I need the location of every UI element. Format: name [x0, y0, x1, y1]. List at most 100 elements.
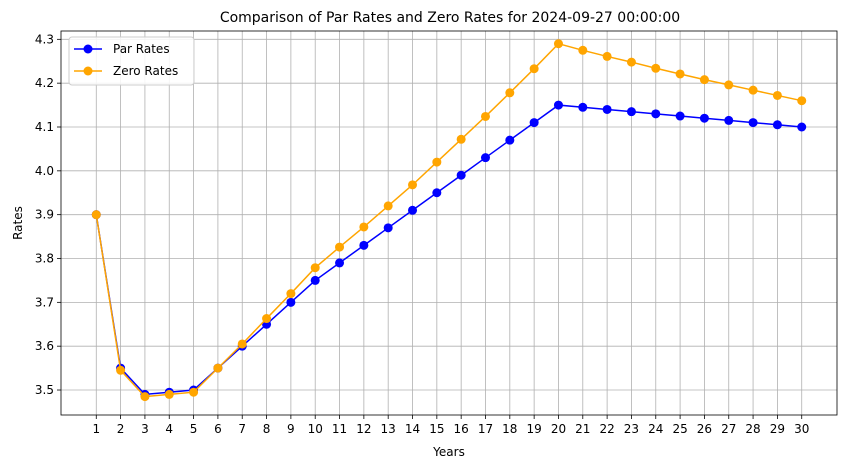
data-point	[505, 135, 515, 145]
legend-marker	[83, 66, 93, 76]
x-tick-label: 8	[263, 422, 271, 436]
data-point	[699, 75, 709, 85]
x-tick-label: 10	[308, 422, 323, 436]
legend-item: Zero Rates	[74, 64, 178, 78]
data-point	[602, 104, 612, 114]
data-point	[772, 120, 782, 130]
y-tick-label: 3.6	[35, 339, 54, 353]
y-tick-label: 3.8	[35, 252, 54, 266]
data-point	[408, 180, 418, 190]
data-point	[383, 201, 393, 211]
x-tick-label: 22	[599, 422, 614, 436]
data-point	[164, 389, 174, 399]
data-point	[480, 111, 490, 121]
data-point	[626, 57, 636, 67]
x-tick-label: 7	[238, 422, 246, 436]
y-tick-label: 4.0	[35, 164, 54, 178]
data-point	[310, 275, 320, 285]
data-point	[480, 153, 490, 163]
data-point	[383, 223, 393, 233]
x-axis-label: Years	[432, 445, 465, 459]
data-point	[626, 107, 636, 117]
data-point	[578, 102, 588, 112]
x-tick-label: 18	[502, 422, 517, 436]
y-tick-label: 3.9	[35, 208, 54, 222]
data-point	[724, 80, 734, 90]
x-tick-label: 25	[672, 422, 687, 436]
x-tick-label: 1	[92, 422, 100, 436]
data-point	[456, 134, 466, 144]
data-point	[286, 297, 296, 307]
data-point	[432, 157, 442, 167]
data-point	[675, 69, 685, 79]
data-point	[286, 289, 296, 299]
data-point	[748, 85, 758, 95]
data-point	[237, 339, 247, 349]
data-point	[797, 96, 807, 106]
legend-marker	[83, 44, 93, 54]
x-tick-label: 27	[721, 422, 736, 436]
data-point	[772, 90, 782, 100]
series-par-rates	[91, 100, 807, 399]
x-tick-label: 11	[332, 422, 347, 436]
x-tick-label: 28	[745, 422, 760, 436]
data-point	[578, 45, 588, 55]
data-point	[553, 100, 563, 110]
data-point	[189, 387, 199, 397]
x-tick-label: 14	[405, 422, 420, 436]
data-point	[651, 63, 661, 73]
data-point	[456, 170, 466, 180]
x-tick-label: 13	[381, 422, 396, 436]
x-tick-label: 5	[190, 422, 198, 436]
data-point	[699, 113, 709, 123]
x-tick-label: 16	[454, 422, 469, 436]
legend-label: Zero Rates	[113, 64, 178, 78]
data-point	[335, 258, 345, 268]
data-point	[432, 188, 442, 198]
data-point	[116, 365, 126, 375]
data-point	[262, 314, 272, 324]
data-point	[675, 111, 685, 121]
legend-item: Par Rates	[74, 42, 170, 56]
data-point	[553, 39, 563, 49]
data-point	[797, 122, 807, 132]
data-point	[748, 118, 758, 128]
x-tick-label: 20	[551, 422, 566, 436]
x-axis-ticks: 1 2 3 4 5 6 7 8 9 10 11 12 13 14 15 16 17 18 19 20 21 22 23 24 2…	[92, 415, 809, 436]
series-line	[95, 104, 802, 396]
y-tick-label: 4.2	[35, 76, 54, 90]
y-axis-ticks: 3.5 3.6 3.7 3.8 3.9 4.0 4.1 4.2 4.3	[35, 32, 61, 397]
series-line	[95, 42, 802, 398]
x-tick-label: 19	[527, 422, 542, 436]
data-point	[359, 240, 369, 250]
data-point	[724, 115, 734, 125]
x-tick-label: 17	[478, 422, 493, 436]
y-axis-label: Rates	[11, 206, 25, 240]
data-point	[335, 242, 345, 252]
x-tick-label: 21	[575, 422, 590, 436]
data-point	[91, 210, 101, 220]
x-tick-label: 3	[141, 422, 149, 436]
y-tick-label: 4.3	[35, 32, 54, 46]
x-tick-label: 29	[770, 422, 785, 436]
y-tick-label: 3.7	[35, 295, 54, 309]
x-tick-label: 9	[287, 422, 295, 436]
data-point	[359, 222, 369, 232]
data-point	[505, 88, 515, 98]
data-point	[140, 392, 150, 402]
gridlines	[61, 31, 837, 415]
x-tick-label: 26	[697, 422, 712, 436]
x-tick-label: 23	[624, 422, 639, 436]
x-tick-label: 6	[214, 422, 222, 436]
legend-label: Par Rates	[113, 42, 170, 56]
data-point	[602, 51, 612, 61]
data-point	[213, 363, 223, 373]
y-tick-label: 4.1	[35, 120, 54, 134]
x-tick-label: 4	[165, 422, 173, 436]
x-tick-label: 2	[117, 422, 125, 436]
x-tick-label: 15	[429, 422, 444, 436]
chart-title: Comparison of Par Rates and Zero Rates f…	[220, 10, 680, 26]
data-point	[529, 64, 539, 74]
series-zero-rates	[91, 39, 807, 402]
